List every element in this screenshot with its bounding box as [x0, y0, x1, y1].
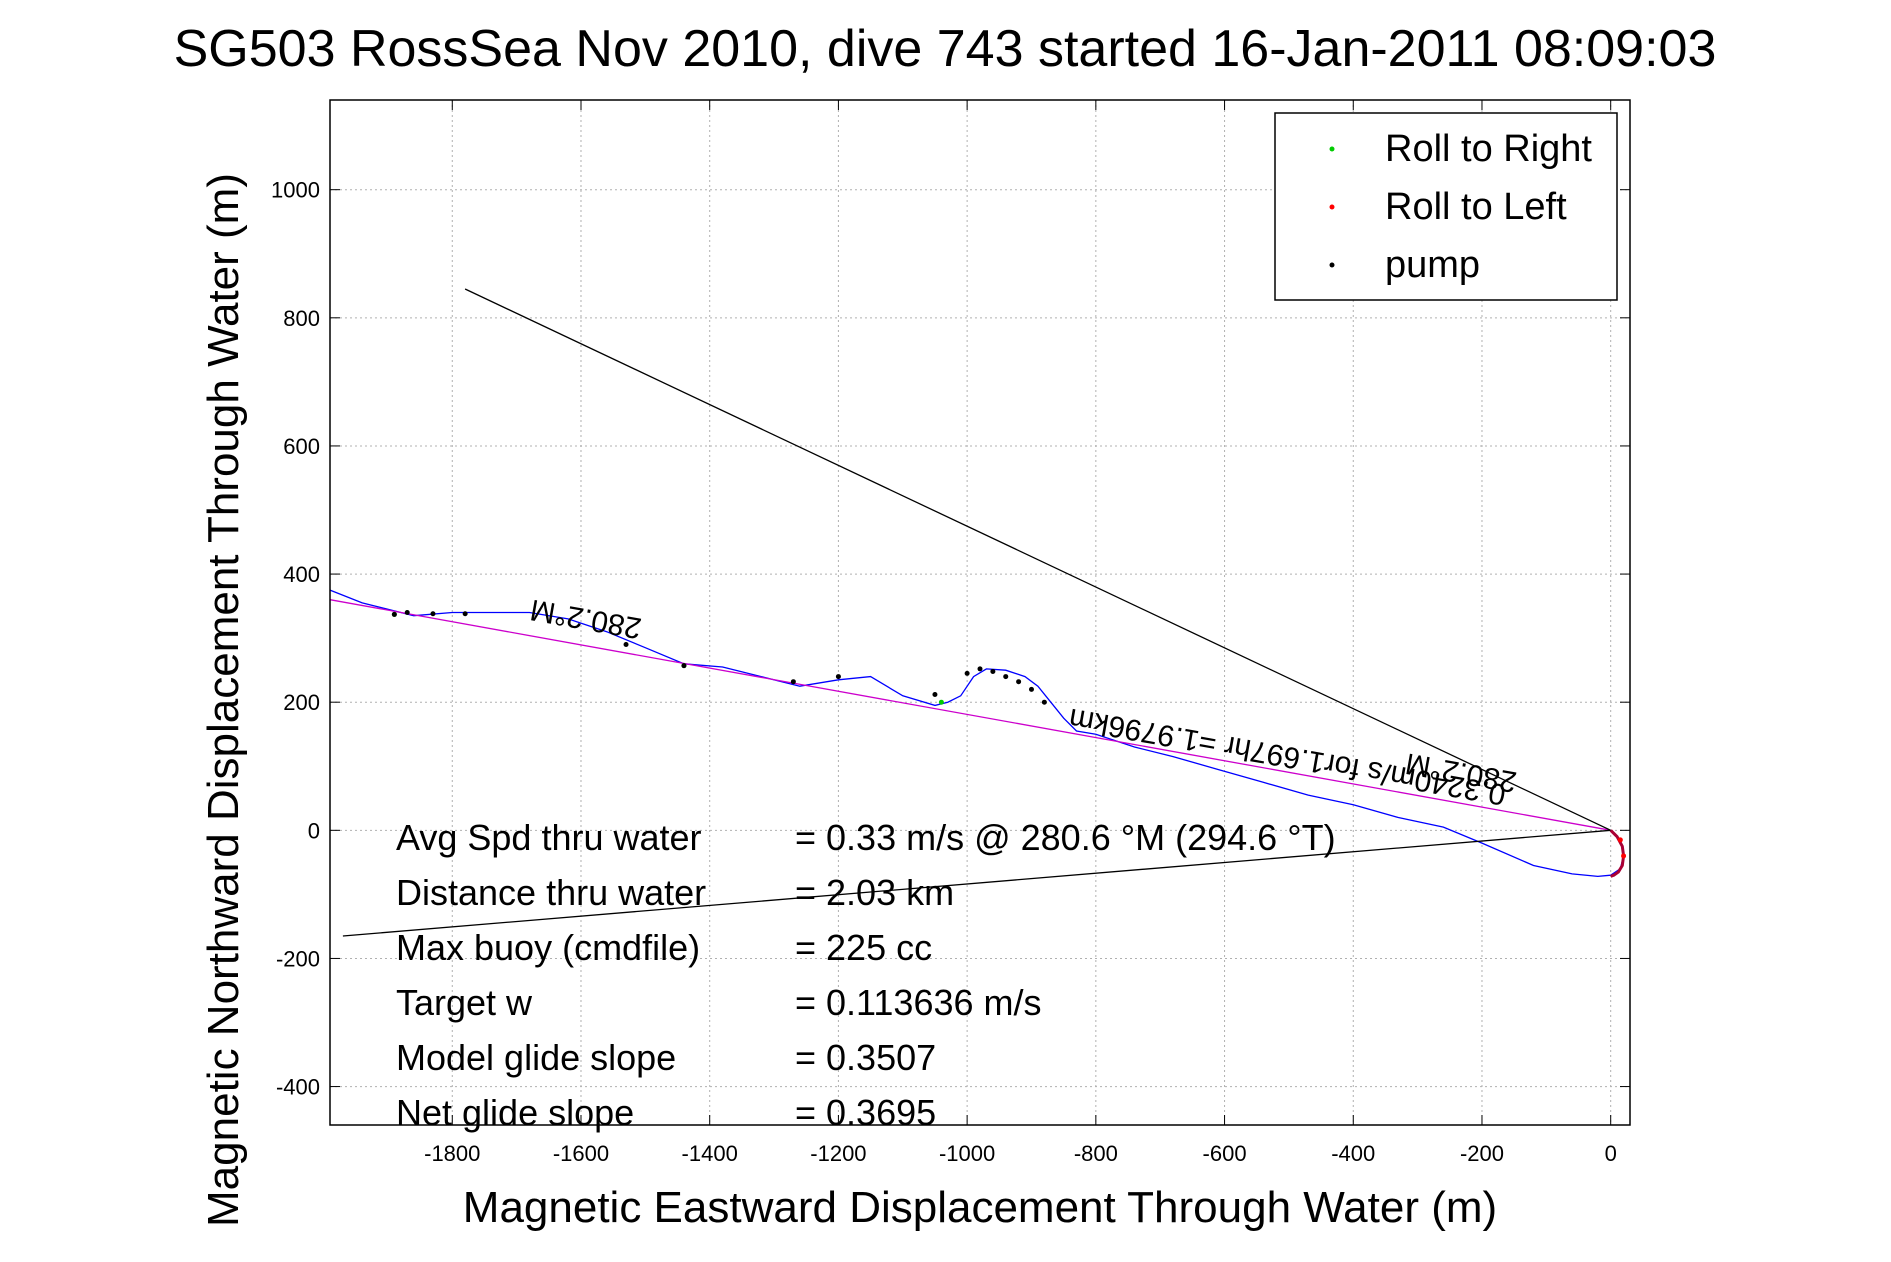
markers-group [391, 610, 1627, 859]
axis-ticks: -1800 -1600 -1400 -1200 -1000 -800 -600 -400 -20… [271, 100, 1630, 1166]
x-tick-label: 0 [1605, 1141, 1617, 1166]
y-axis-label: Magnetic Northward Displacement Through … [199, 173, 248, 1227]
annotation-value: = 0.113636 m/s [795, 982, 1042, 1023]
legend-label: pump [1385, 244, 1480, 286]
annotation-value: = 0.3695 [795, 1092, 936, 1133]
legend-marker [1329, 204, 1335, 210]
roll-right-point [938, 699, 944, 705]
y-tick-label: 600 [283, 434, 320, 459]
annotation-value: = 225 cc [795, 927, 932, 968]
series-group [329, 288, 1626, 937]
annotation-value: = 2.03 km [795, 872, 954, 913]
pump-point [1041, 699, 1047, 705]
pump-point [391, 611, 397, 617]
x-axis-label: Magnetic Eastward Displacement Through W… [463, 1183, 1497, 1232]
pump-point [681, 663, 687, 669]
legend-label: Roll to Right [1385, 128, 1592, 170]
roll-left-point [1617, 837, 1623, 843]
annotation-value: = 0.3507 [795, 1037, 936, 1078]
annotations: Avg Spd thru water = 0.33 m/s @ 280.6 °M … [396, 817, 1336, 1133]
legend-marker [1329, 146, 1335, 152]
chart-title: SG503 RossSea Nov 2010, dive 743 started… [174, 20, 1717, 78]
annotation-label: Net glide slope [396, 1092, 634, 1133]
series-line [329, 589, 1625, 878]
x-tick-label: -1800 [424, 1141, 480, 1166]
x-tick-label: -400 [1331, 1141, 1375, 1166]
x-tick-label: -200 [1460, 1141, 1504, 1166]
annotation-label: Avg Spd thru water [396, 817, 702, 858]
plot-frame [329, 99, 1631, 1126]
series-line [329, 599, 1611, 831]
pump-point [1016, 679, 1022, 685]
y-tick-label: 400 [283, 562, 320, 587]
series-line [464, 288, 1611, 831]
pump-point [623, 642, 629, 648]
pump-point [964, 670, 970, 676]
pump-point [404, 610, 410, 615]
y-tick-label: 200 [283, 690, 320, 715]
y-tick-label: 1000 [271, 178, 320, 203]
pump-point [932, 692, 938, 697]
legend-label: Roll to Left [1385, 186, 1567, 228]
pump-point [1028, 686, 1034, 692]
legend-marker [1329, 262, 1335, 268]
segment-label: 280.2°M [528, 593, 644, 645]
legend: Roll to Right Roll to Left pump [1274, 112, 1618, 301]
y-tick-label: -400 [276, 1075, 320, 1100]
y-tick-label: 800 [283, 306, 320, 331]
annotation-label: Target w [396, 982, 533, 1023]
roll-left-point [1621, 853, 1627, 859]
pump-point [990, 668, 996, 674]
pump-point [1003, 674, 1009, 680]
pump-point [977, 666, 983, 672]
annotation-label: Distance thru water [396, 872, 706, 913]
x-tick-label: -800 [1074, 1141, 1118, 1166]
pump-point [430, 611, 436, 617]
legend-box [1274, 112, 1618, 301]
annotation-label: Max buoy (cmdfile) [396, 927, 700, 968]
y-tick-label: 0 [308, 818, 320, 843]
pump-point [790, 679, 796, 685]
x-tick-label: -1600 [553, 1141, 609, 1166]
x-tick-label: -1000 [939, 1141, 995, 1166]
pump-point [462, 611, 468, 617]
x-tick-label: -600 [1203, 1141, 1247, 1166]
pump-point [835, 674, 841, 680]
x-tick-label: -1400 [682, 1141, 738, 1166]
series-line [1609, 829, 1626, 878]
series-line [342, 829, 1611, 937]
annotation-value: = 0.33 m/s @ 280.6 °M (294.6 °T) [795, 817, 1336, 858]
x-tick-label: -1200 [810, 1141, 866, 1166]
y-tick-label: -200 [276, 946, 320, 971]
annotation-label: Model glide slope [396, 1037, 676, 1078]
